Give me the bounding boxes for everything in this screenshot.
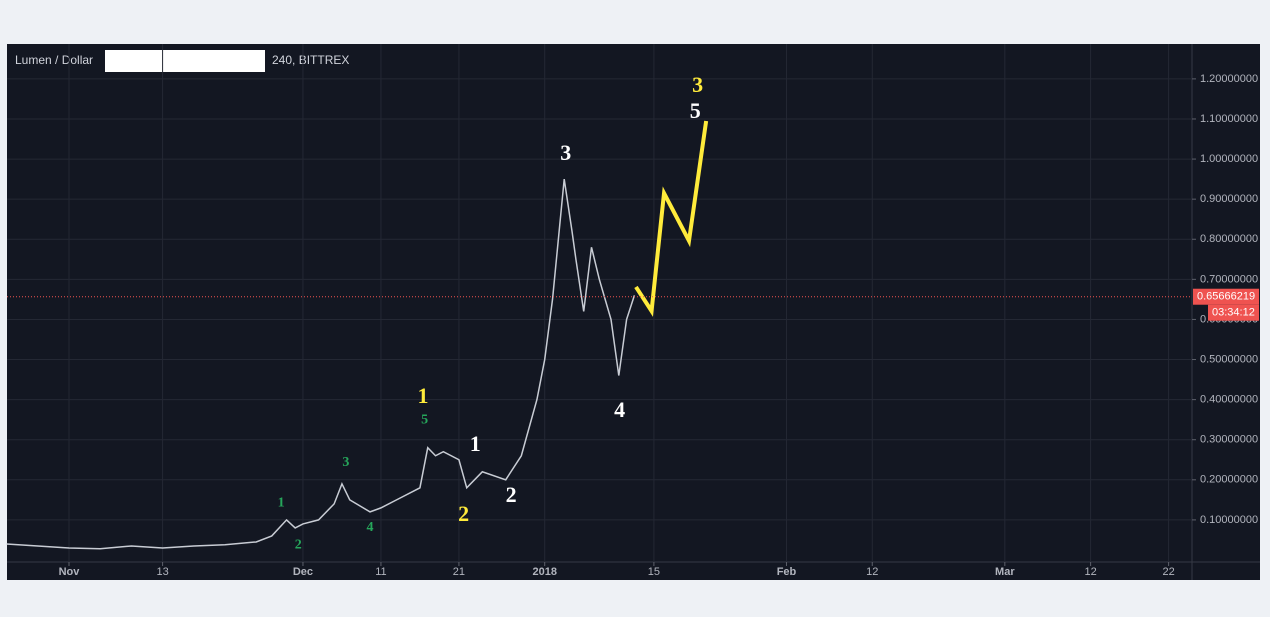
y-tick-label: 0.10000000 — [1200, 514, 1258, 526]
last-price-box — [1193, 288, 1259, 305]
x-tick-label: 2018 — [532, 566, 556, 578]
y-tick-label: 1.00000000 — [1200, 153, 1258, 165]
y-tick-label: 0.40000000 — [1200, 394, 1258, 406]
countdown-box — [1208, 304, 1259, 321]
wave-label: 3 — [560, 140, 571, 165]
wave-label: 4 — [614, 397, 625, 422]
y-tick-label: 1.20000000 — [1200, 73, 1258, 85]
x-tick-label: 21 — [453, 566, 465, 578]
x-tick-label: 13 — [156, 566, 168, 578]
x-tick-label: Dec — [293, 566, 313, 578]
y-tick-label: 0.90000000 — [1200, 193, 1258, 205]
wave-label: 3 — [692, 72, 703, 97]
last-price-label: 0.65666219 — [1197, 291, 1255, 303]
redaction — [105, 50, 265, 72]
x-tick-label: 12 — [1084, 566, 1096, 578]
x-tick-label: 15 — [648, 566, 660, 578]
y-tick-label: 0.20000000 — [1200, 474, 1258, 486]
chart-title: Lumen / Dollar — [15, 53, 93, 67]
chart-background — [7, 44, 1260, 580]
chart-interval: 240, BITTREX — [272, 53, 349, 67]
wave-label: 2 — [295, 537, 302, 552]
wave-label: 3 — [342, 455, 349, 470]
x-tick-label: Nov — [59, 566, 81, 578]
x-tick-label: Feb — [777, 566, 797, 578]
wave-label: 2 — [506, 482, 517, 507]
y-tick-label: 0.30000000 — [1200, 434, 1258, 446]
projection-line — [634, 120, 709, 317]
price-line — [6, 179, 636, 550]
wave-label: 1 — [470, 431, 481, 456]
y-tick-label: 0.70000000 — [1200, 273, 1258, 285]
y-tick-label: 1.10000000 — [1200, 113, 1258, 125]
x-tick-label: 11 — [375, 566, 386, 578]
wave-label: 5 — [421, 412, 428, 427]
wave-label: 5 — [690, 98, 701, 123]
y-tick-label: 0.50000000 — [1200, 353, 1258, 365]
x-tick-label: Mar — [995, 566, 1015, 578]
x-tick-label: 22 — [1162, 566, 1174, 578]
countdown-label: 03:34:12 — [1212, 307, 1255, 319]
wave-label: 4 — [367, 520, 374, 535]
wave-label: 1 — [278, 495, 285, 510]
x-tick-label: 12 — [866, 566, 878, 578]
y-tick-label: 0.80000000 — [1200, 233, 1258, 245]
wave-label: 2 — [458, 501, 469, 526]
wave-label: 1 — [418, 383, 429, 408]
